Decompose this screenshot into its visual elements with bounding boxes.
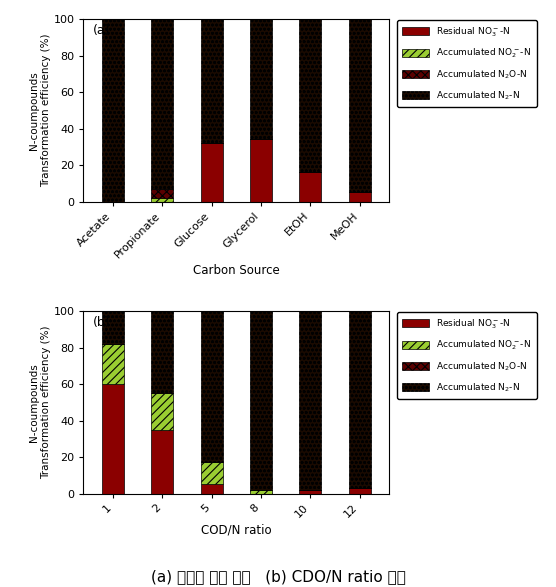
Bar — [151, 198, 173, 201]
Bar — [349, 488, 371, 494]
Bar — [349, 193, 371, 201]
Bar — [299, 311, 321, 490]
Text: (b): (b) — [92, 316, 110, 329]
Bar — [349, 19, 371, 193]
Legend: Residual NO$_3^-$-N, Accumulated NO$_2^-$-N, Accumulated N$_2$O-N, Accumulated N: Residual NO$_3^-$-N, Accumulated NO$_2^-… — [397, 20, 537, 107]
Bar — [250, 19, 272, 140]
Bar — [151, 19, 173, 189]
Bar — [151, 189, 173, 198]
Bar — [151, 393, 173, 430]
Bar — [250, 490, 272, 494]
Text: (a): (a) — [92, 25, 110, 38]
X-axis label: Carbon Source: Carbon Source — [193, 264, 280, 277]
Bar — [201, 143, 223, 201]
Legend: Residual NO$_3^-$-N, Accumulated NO$_2^-$-N, Accumulated N$_2$O-N, Accumulated N: Residual NO$_3^-$-N, Accumulated NO$_2^-… — [397, 312, 537, 399]
Bar — [201, 19, 223, 143]
Bar — [299, 490, 321, 494]
Text: (a) 탄소원 종류 영향   (b) CDO/N ratio 영향: (a) 탄소원 종류 영향 (b) CDO/N ratio 영향 — [151, 569, 405, 584]
Bar — [201, 463, 223, 484]
Bar — [299, 19, 321, 173]
Bar — [102, 19, 124, 201]
Bar — [151, 430, 173, 494]
Y-axis label: N-coumpounds
Transformation efficiency (%): N-coumpounds Transformation efficiency (… — [29, 33, 51, 187]
Bar — [250, 311, 272, 490]
Bar — [250, 140, 272, 201]
Bar — [102, 311, 124, 344]
Y-axis label: N-coumpounds
Transformation efficiency (%): N-coumpounds Transformation efficiency (… — [29, 326, 51, 479]
Bar — [151, 311, 173, 393]
Bar — [102, 344, 124, 384]
Bar — [201, 484, 223, 494]
Bar — [349, 311, 371, 488]
X-axis label: COD/N ratio: COD/N ratio — [201, 524, 272, 537]
Bar — [102, 384, 124, 494]
Bar — [299, 173, 321, 201]
Bar — [201, 311, 223, 463]
